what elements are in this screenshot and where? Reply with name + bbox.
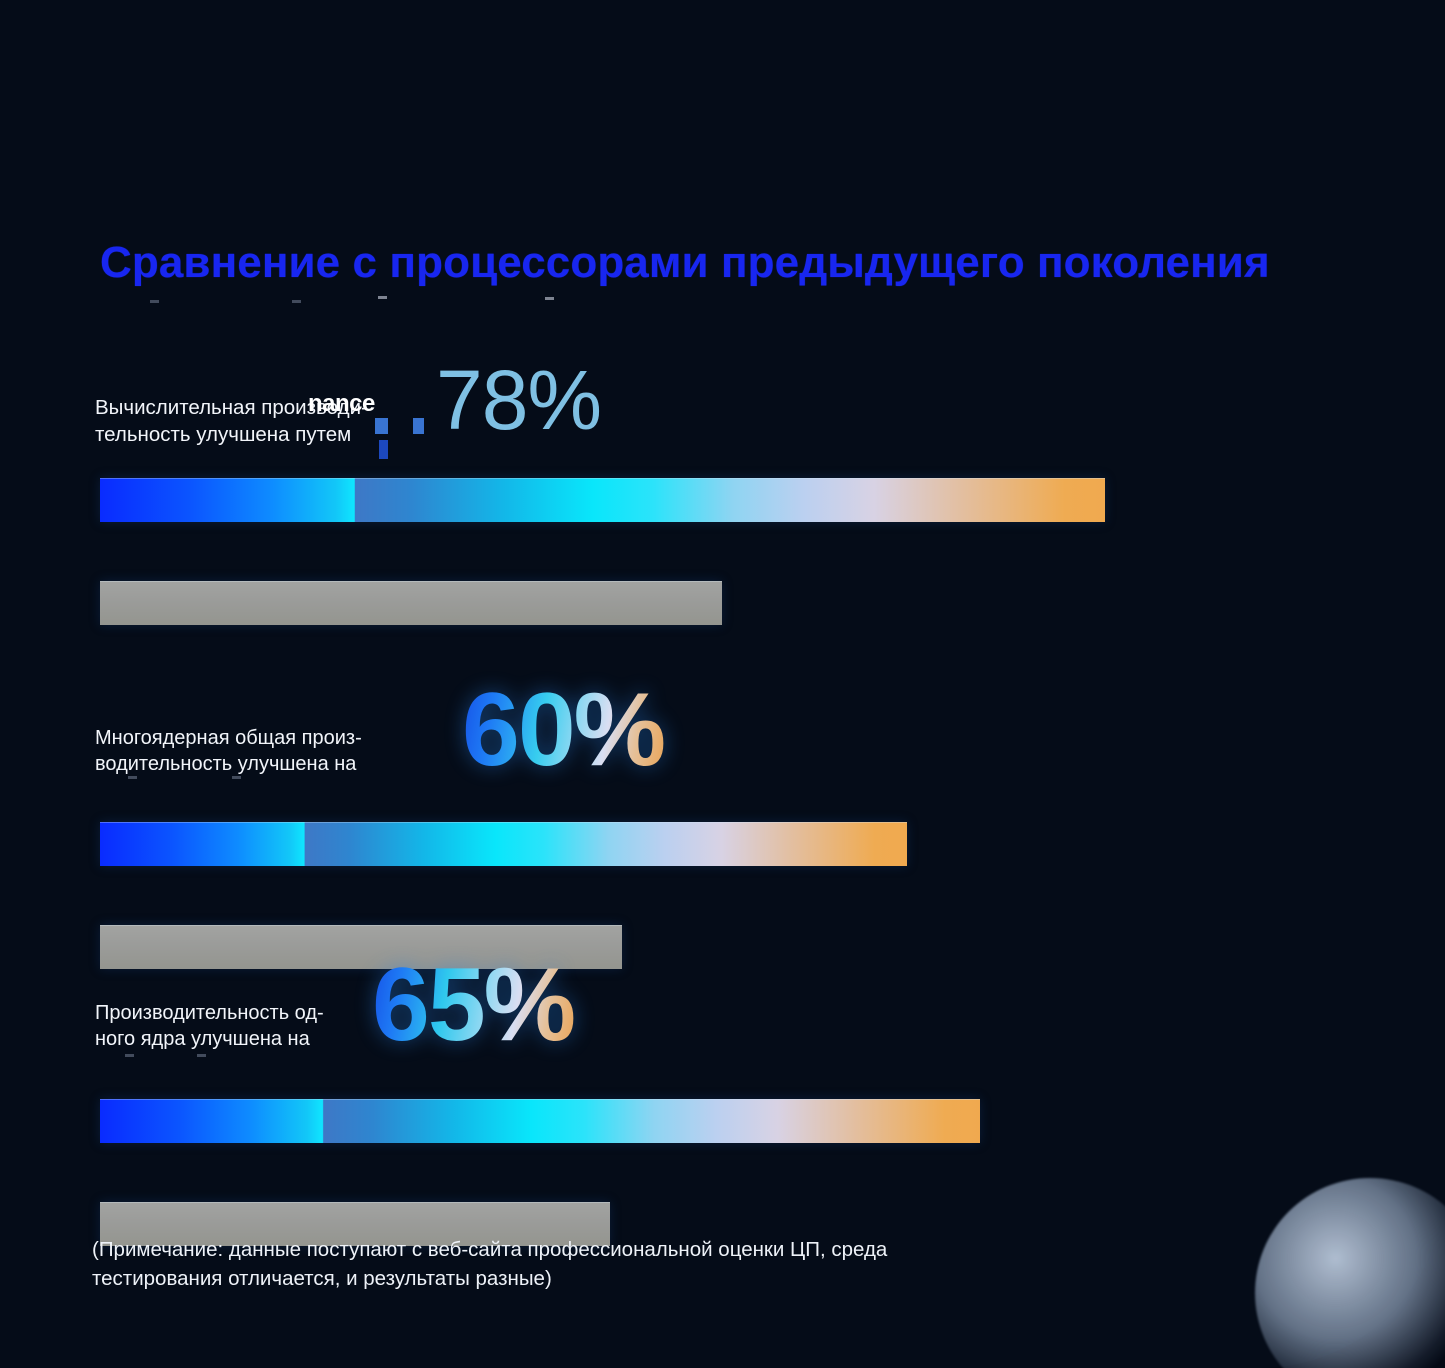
render-artifact-tick [378, 296, 387, 299]
render-artifact-tick [150, 300, 159, 303]
bar-new-generation [100, 478, 1105, 522]
metric-group-singlecore: Производительность од- ного ядра улучшен… [0, 953, 1445, 1246]
metric-label: Производительность од- ного ядра улучшен… [95, 1001, 425, 1052]
render-artifact-tick [128, 776, 137, 779]
render-artifact-tick [545, 297, 554, 300]
bar-pair [0, 808, 1445, 969]
metric-value-60: 60% [462, 672, 666, 788]
metric-label-line-1: Многоядерная общая произ- [95, 727, 362, 749]
metric-label-line-2: тельность улучшена путем [95, 423, 352, 447]
metric-label-line-1: Производительность од- [95, 1002, 324, 1024]
metric-label: Многоядерная общая произ- водительность … [95, 726, 425, 777]
bar-pair [0, 478, 1445, 625]
render-artifact-block [375, 418, 388, 434]
bar-pair [0, 1083, 1445, 1246]
bar-previous-generation [100, 581, 722, 625]
bar-new-generation [100, 1099, 980, 1143]
render-artifact-tick [125, 1054, 134, 1057]
metric-header: Вычислительная производи- тельность улуч… [0, 358, 1445, 478]
render-artifact-block [379, 440, 388, 459]
render-artifact-tick [197, 1054, 206, 1057]
metric-header: Многоядерная общая произ- водительность … [0, 678, 1445, 808]
metric-header: Производительность од- ного ядра улучшен… [0, 953, 1445, 1083]
metric-value-78: 78% [436, 353, 602, 447]
metric-group-compute: Вычислительная производи- тельность улуч… [0, 358, 1445, 625]
bar-new-generation [100, 822, 907, 866]
metric-group-multicore: Многоядерная общая произ- водительность … [0, 678, 1445, 969]
page-title: Сравнение с процессорами предыдущего пок… [100, 238, 1270, 287]
metric-label-line-2: ного ядра улучшена на [95, 1027, 310, 1050]
bar-previous-generation [100, 925, 622, 969]
render-artifact-block [413, 418, 424, 434]
metric-label-line-2: водительность улучшена на [95, 752, 357, 775]
footnote-note: (Примечание: данные поступают с веб-сайт… [92, 1238, 888, 1291]
metric-value-65: 65% [372, 947, 576, 1063]
overlap-artifact-text: nance [308, 390, 375, 417]
render-artifact-tick [232, 776, 241, 779]
render-artifact-tick [292, 300, 301, 303]
metric-label: Вычислительная производи- тельность улуч… [95, 394, 425, 448]
bar-previous-generation [100, 1202, 610, 1246]
metric-label-line-1: Вычислительная производи- [95, 396, 368, 419]
